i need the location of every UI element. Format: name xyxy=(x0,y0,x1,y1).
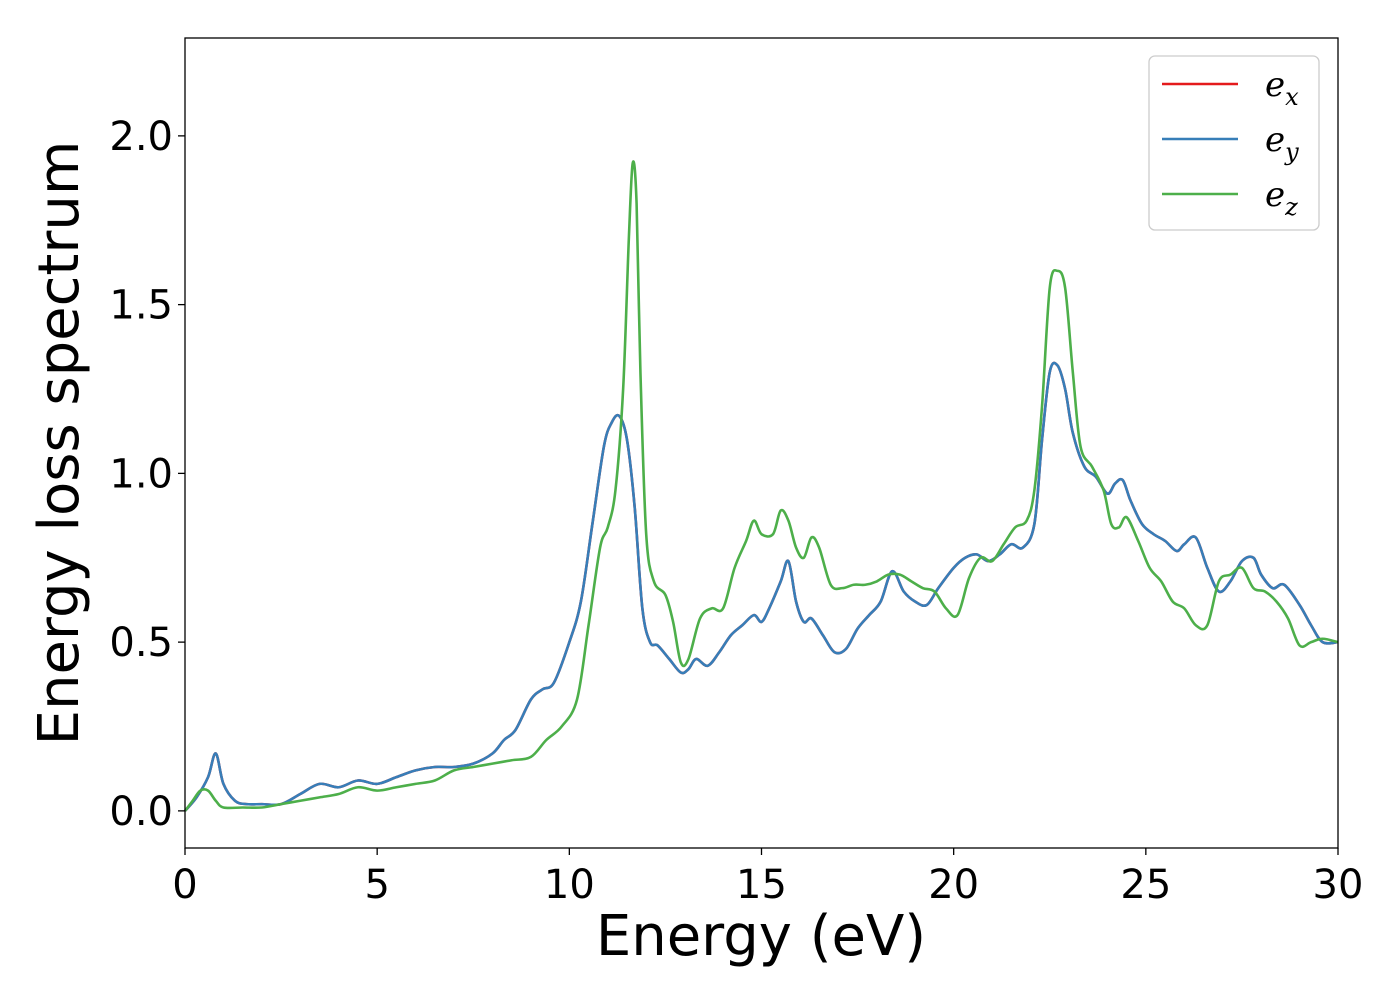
y-axis-label: Energy loss spectrum xyxy=(27,141,92,746)
x-tick-label: 20 xyxy=(928,862,979,908)
legend-box xyxy=(1148,55,1320,231)
legend-label-e-z: ez xyxy=(1265,175,1298,221)
legend-label-e-x: ex xyxy=(1265,65,1299,111)
y-tick-label: 1.5 xyxy=(109,283,173,329)
y-tick-label: 1.0 xyxy=(109,451,173,497)
x-tick-label: 5 xyxy=(364,862,389,908)
plot-background xyxy=(185,38,1338,848)
x-tick-label: 10 xyxy=(544,862,595,908)
x-tick-label: 0 xyxy=(172,862,197,908)
x-tick-label: 15 xyxy=(736,862,787,908)
x-tick-label: 25 xyxy=(1120,862,1171,908)
x-axis-label: Energy (eV) xyxy=(596,904,926,969)
series-line-e-y xyxy=(184,361,1339,812)
series-layer xyxy=(183,160,1339,812)
y-tick-label: 0.5 xyxy=(109,620,173,666)
y-tick-label: 0.0 xyxy=(109,789,173,835)
x-tick-label: 30 xyxy=(1313,862,1364,908)
series-line-e-z xyxy=(183,160,1339,812)
legend-label-e-y: ey xyxy=(1265,120,1299,166)
x-axis: 0 5 10 15 20 25 30 xyxy=(172,848,1363,908)
legend: ex ey ez xyxy=(1148,55,1320,231)
y-axis: 0.0 0.5 1.0 1.5 2.0 xyxy=(109,114,185,835)
y-tick-label: 2.0 xyxy=(109,114,173,160)
